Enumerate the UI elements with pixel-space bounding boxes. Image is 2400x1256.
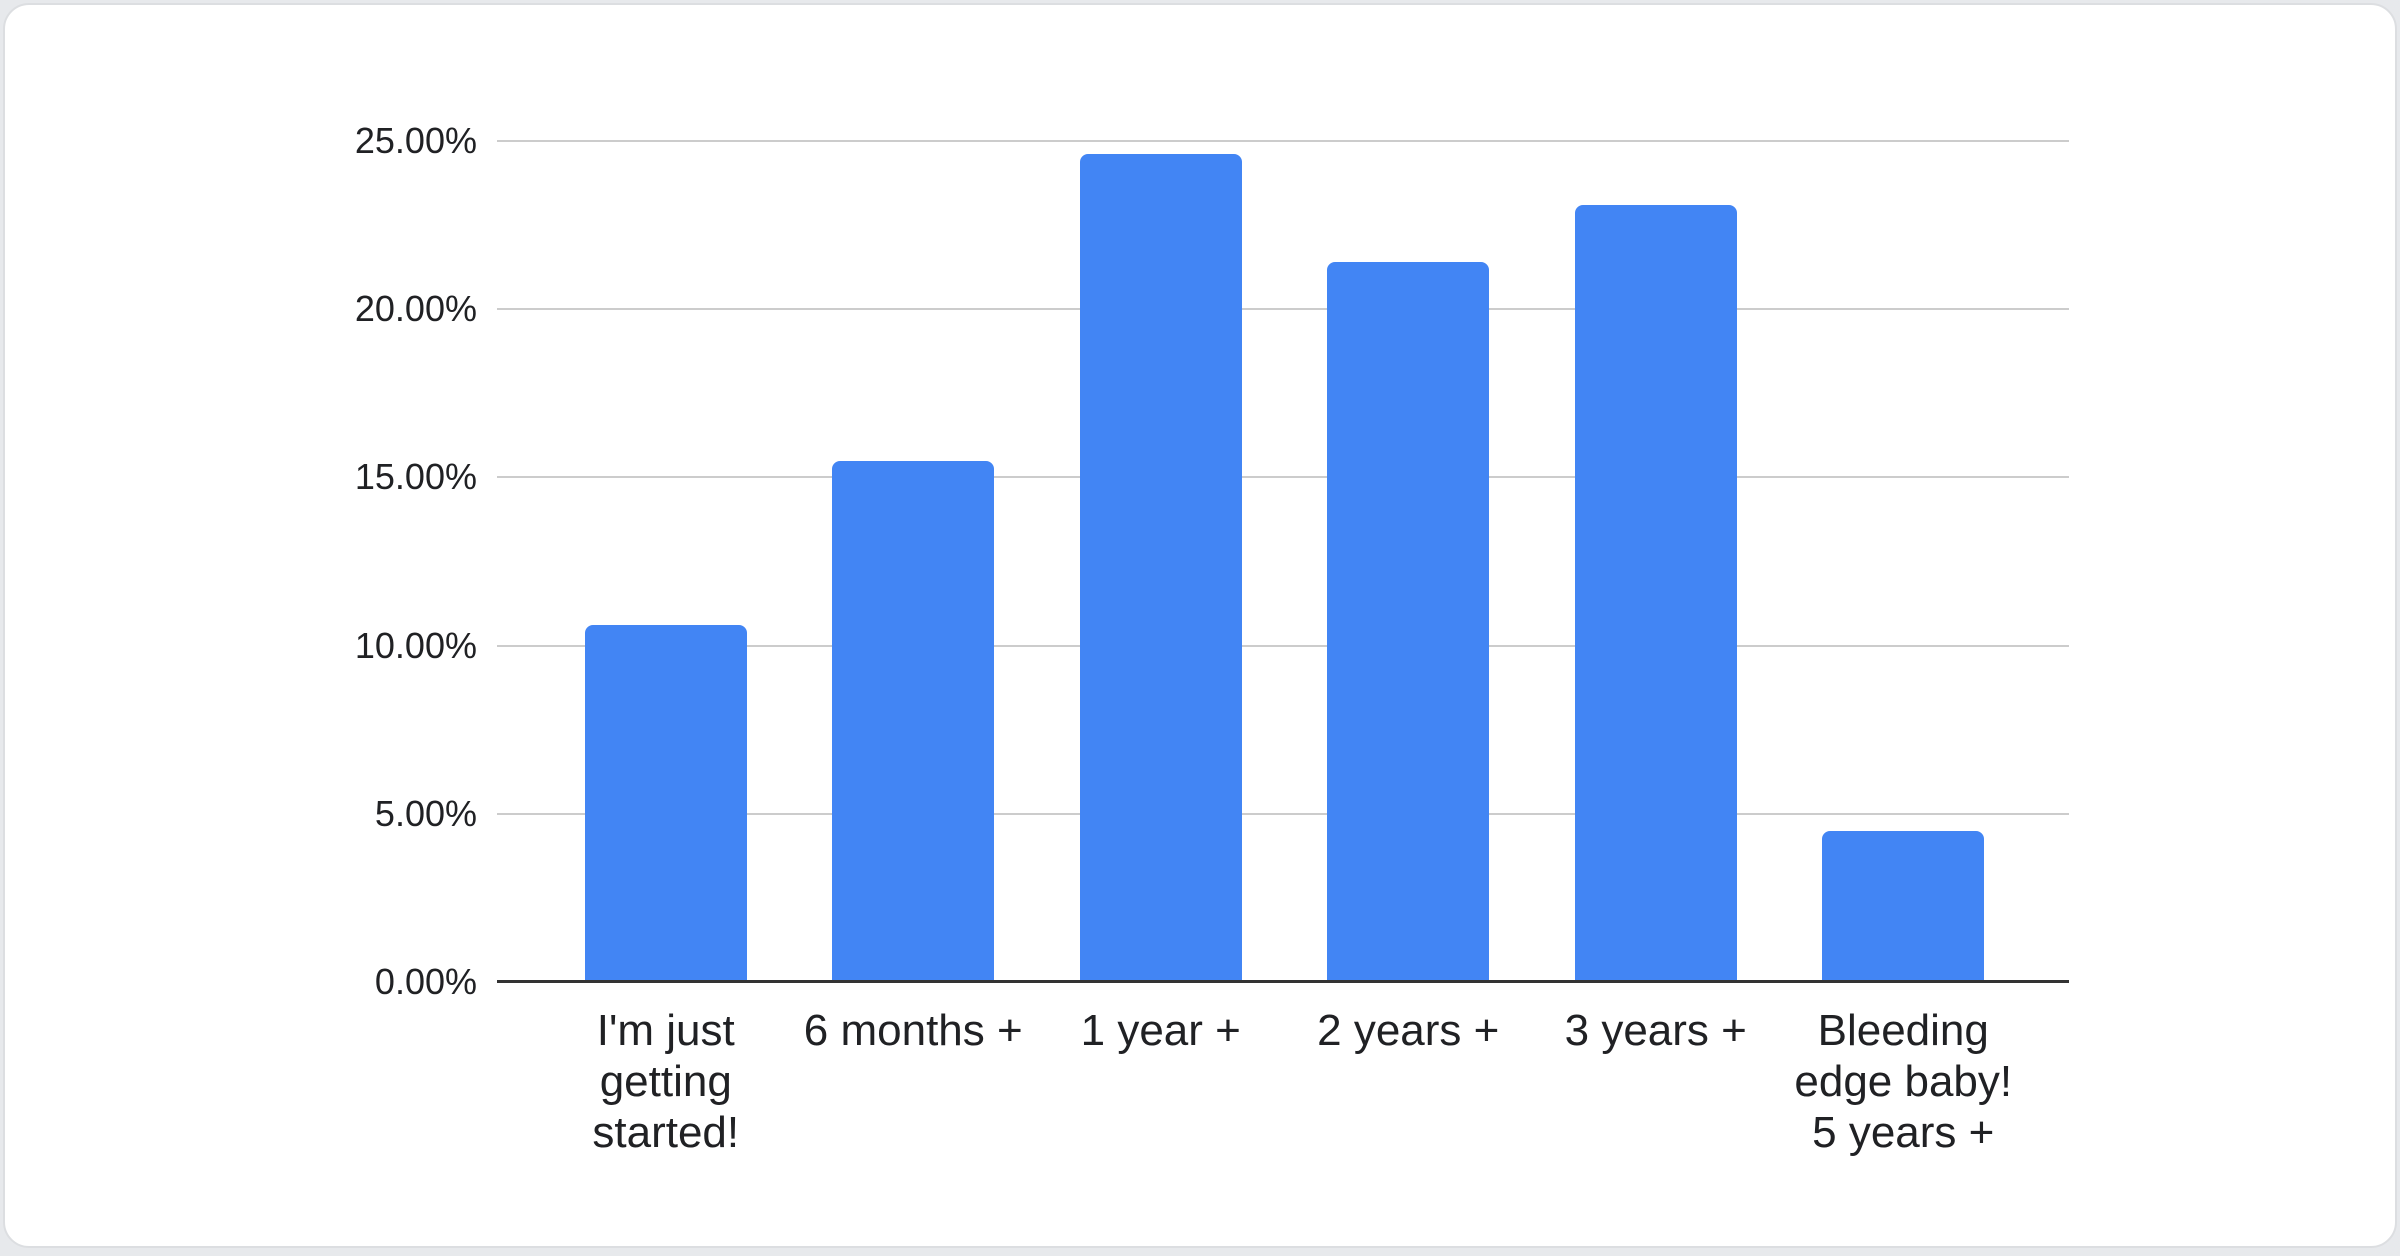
- bar-band: [1780, 141, 2028, 982]
- gridline: [497, 476, 2069, 479]
- bar-band: [1037, 141, 1285, 982]
- bar: [1079, 154, 1242, 982]
- x-axis-category-label: 3 years +: [1564, 1006, 1747, 1055]
- x-axis-category-label: 2 years +: [1317, 1006, 1500, 1055]
- gridline: [497, 812, 2069, 815]
- bar-band: [1532, 141, 1780, 982]
- bar: [1574, 204, 1737, 982]
- plot-area: [497, 140, 2069, 983]
- bar-chart: 0.00% 5.00% 10.00% 15.00% 20.00% 25.00% I'm j…: [5, 5, 2395, 1246]
- bar-band: [542, 141, 790, 982]
- gridline: [497, 308, 2069, 311]
- bar: [832, 460, 995, 982]
- y-axis-tick-label: 15.00%: [354, 456, 477, 498]
- y-axis-tick-label: 25.00%: [354, 120, 477, 161]
- y-axis-tick-label: 10.00%: [354, 624, 477, 666]
- gridline: [497, 140, 2069, 142]
- x-axis-category-label: 6 months +: [803, 1006, 1023, 1055]
- chart-card: 0.00% 5.00% 10.00% 15.00% 20.00% 25.00% I'm j…: [3, 3, 2397, 1248]
- bar: [1327, 262, 1490, 982]
- bar: [584, 625, 747, 982]
- x-axis-category-label: I'm just getting started!: [592, 1006, 740, 1157]
- y-axis-tick-label: 5.00%: [374, 792, 477, 834]
- y-axis-labels: 0.00% 5.00% 10.00% 15.00% 20.00% 25.00%: [5, 120, 477, 1002]
- y-axis-tick-label: 0.00%: [374, 961, 477, 1002]
- bars-container: [542, 141, 2027, 982]
- x-axis-category-label: Bleeding edge baby! 5 years +: [1794, 1006, 2013, 1157]
- x-axis-labels: I'm just getting started! 6 months + 1 yea…: [542, 1005, 2027, 1158]
- gridline: [497, 644, 2069, 647]
- bar-band: [790, 141, 1038, 982]
- bar: [1822, 830, 1985, 982]
- x-axis-category-label: 1 year +: [1080, 1006, 1241, 1055]
- bar-band: [1285, 141, 1533, 982]
- x-axis-line: [497, 980, 2069, 983]
- y-axis-tick-label: 20.00%: [354, 288, 477, 330]
